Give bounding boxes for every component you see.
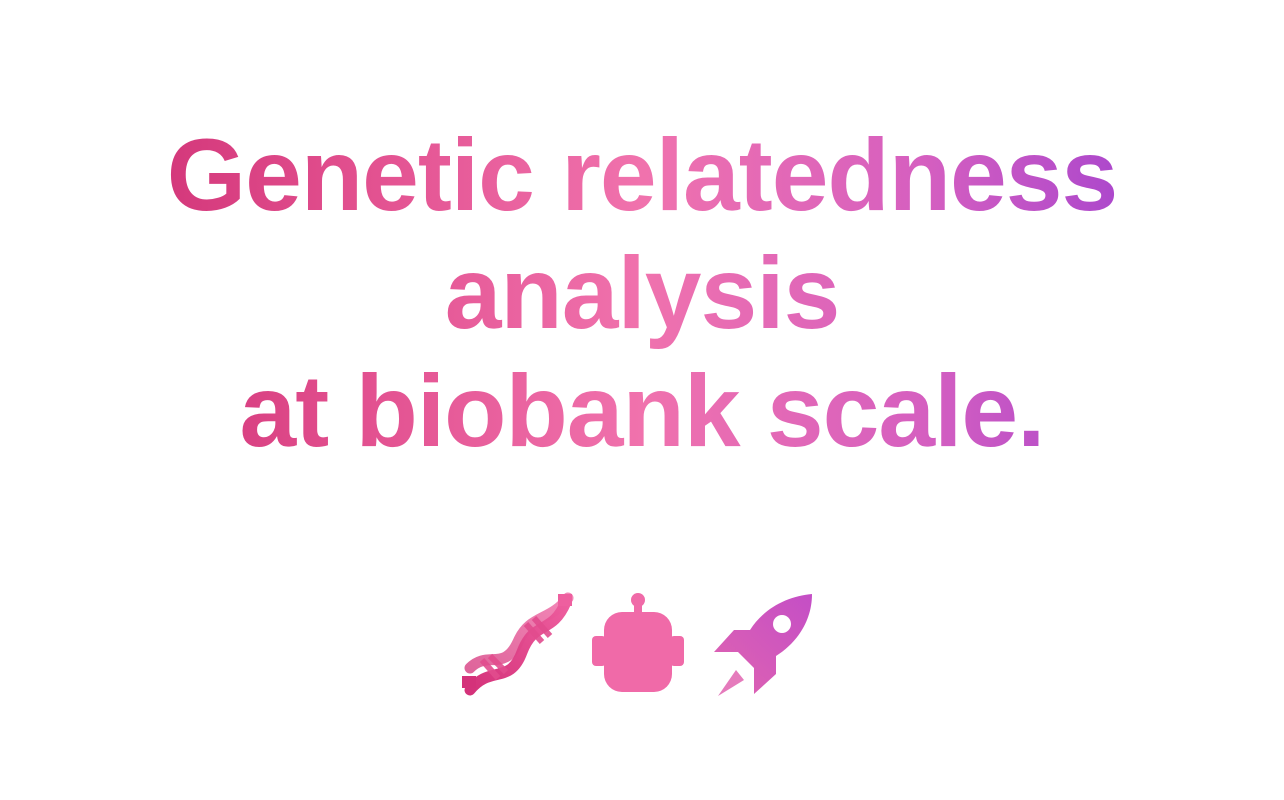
icon-row xyxy=(460,590,820,702)
headline: Genetic relatedness analysis at biobank … xyxy=(0,116,1284,470)
dna-icon xyxy=(460,590,576,702)
headline-line-1: Genetic relatedness xyxy=(0,116,1284,234)
robot-icon xyxy=(590,590,686,702)
rocket-icon xyxy=(708,590,820,702)
headline-line-2: analysis xyxy=(0,234,1284,352)
headline-line-3: at biobank scale. xyxy=(0,352,1284,470)
